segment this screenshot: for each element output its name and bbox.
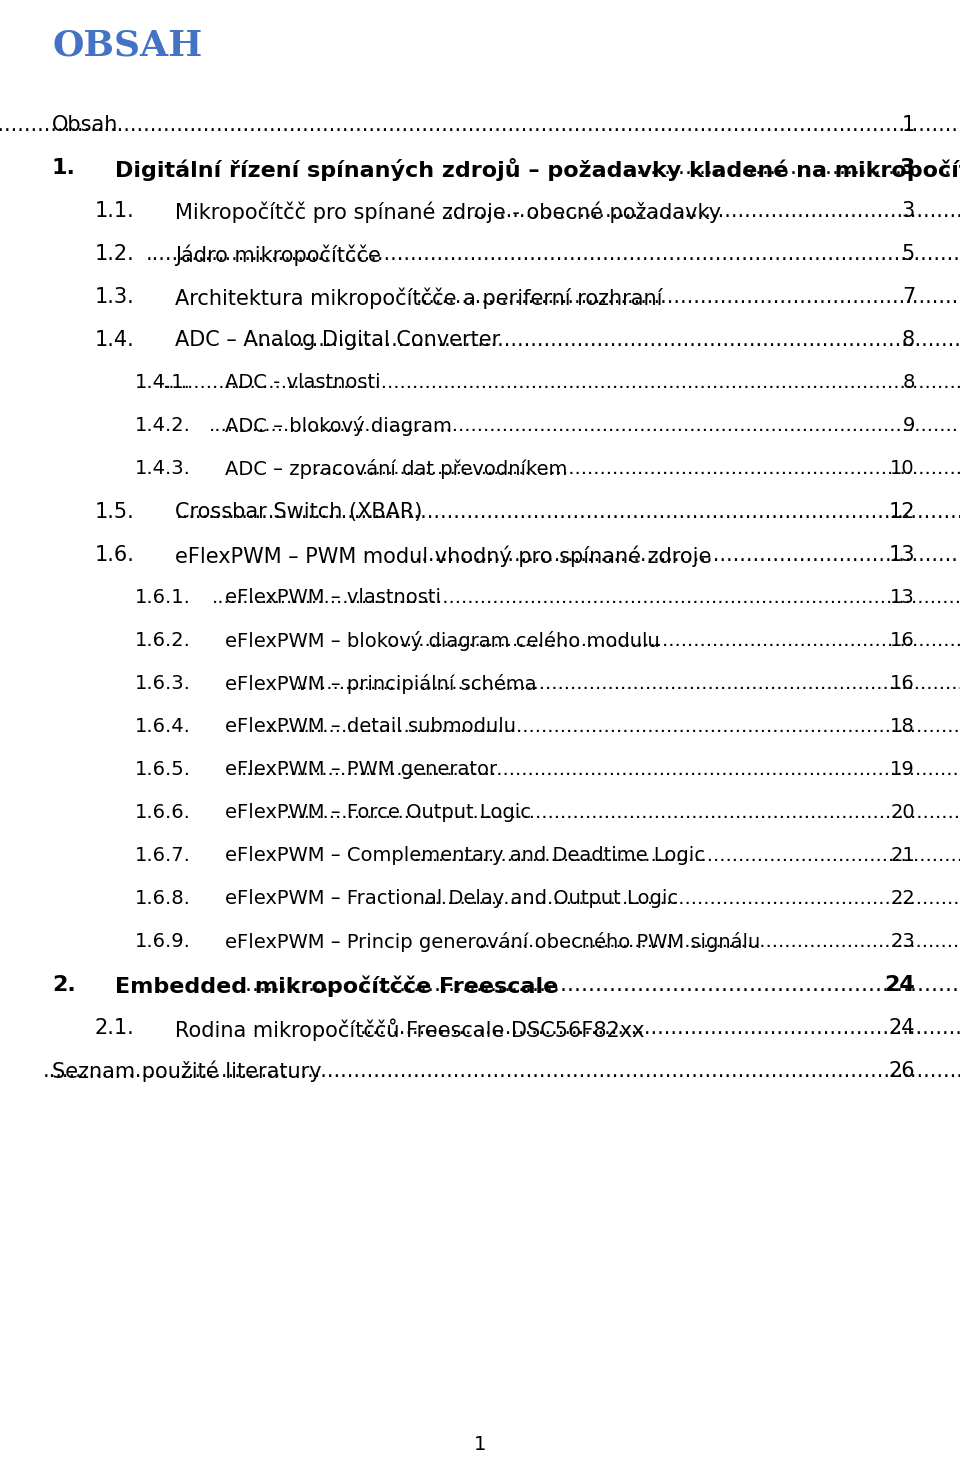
- Text: eFlexPWM – PWM generator: eFlexPWM – PWM generator: [225, 760, 497, 779]
- Text: 24: 24: [884, 975, 915, 995]
- Text: 20: 20: [890, 803, 915, 822]
- Text: ................................................................................: ........................................…: [360, 1019, 960, 1038]
- Text: Digitální řízení spínaných zdrojů – požadavky kladené na mikropočítčž: Digitální řízení spínaných zdrojů – poža…: [115, 157, 960, 181]
- Text: ................................................................................: ........................................…: [286, 803, 960, 822]
- Text: 13: 13: [889, 545, 915, 564]
- Text: 22: 22: [890, 889, 915, 908]
- Text: 24: 24: [889, 1019, 915, 1038]
- Text: 1: 1: [474, 1435, 486, 1454]
- Text: eFlexPWM – Princip generování obecného PWM signálu: eFlexPWM – Princip generování obecného P…: [225, 932, 760, 953]
- Text: 2.1.: 2.1.: [95, 1019, 134, 1038]
- Text: 16: 16: [890, 675, 915, 692]
- Text: Jádro mikropočítčče: Jádro mikropočítčče: [175, 244, 381, 266]
- Text: 8: 8: [901, 329, 915, 350]
- Text: eFlexPWM – detail submodulu: eFlexPWM – detail submodulu: [225, 717, 516, 736]
- Text: ................................................................................: ........................................…: [0, 115, 960, 135]
- Text: ................................................................................: ........................................…: [43, 1061, 960, 1080]
- Text: ................................................................................: ........................................…: [239, 975, 960, 995]
- Text: ................................................................................: ........................................…: [479, 932, 960, 951]
- Text: ................................................................................: ........................................…: [176, 501, 960, 522]
- Text: 18: 18: [890, 717, 915, 736]
- Text: ADC - vlastnosti: ADC - vlastnosti: [225, 373, 380, 392]
- Text: ................................................................................: ........................................…: [208, 416, 960, 435]
- Text: 1.6.7.: 1.6.7.: [135, 847, 191, 864]
- Text: Mikropočítčč pro spínané zdroje - obecné požadavky: Mikropočítčč pro spínané zdroje - obecné…: [175, 201, 721, 222]
- Text: 1.3.: 1.3.: [95, 287, 134, 307]
- Text: ADC – Analog Digital Converter: ADC – Analog Digital Converter: [175, 329, 500, 350]
- Text: 1.6.8.: 1.6.8.: [135, 889, 191, 908]
- Text: 2.: 2.: [52, 975, 76, 995]
- Text: ................................................................................: ........................................…: [409, 545, 960, 564]
- Text: 3: 3: [901, 201, 915, 220]
- Text: 26: 26: [888, 1061, 915, 1080]
- Text: eFlexPWM – vlastnosti: eFlexPWM – vlastnosti: [225, 588, 441, 607]
- Text: 1.4.3.: 1.4.3.: [135, 459, 191, 478]
- Text: 1.2.: 1.2.: [95, 244, 134, 265]
- Text: eFlexPWM – principiální schéma: eFlexPWM – principiální schéma: [225, 675, 537, 694]
- Text: 1.4.1.: 1.4.1.: [135, 373, 191, 392]
- Text: Rodina mikropočítččů Freescale DSC56F82xx: Rodina mikropočítččů Freescale DSC56F82x…: [175, 1019, 644, 1041]
- Text: ................................................................................: ........................................…: [211, 588, 960, 607]
- Text: 1.6.1.: 1.6.1.: [135, 588, 191, 607]
- Text: ................................................................................: ........................................…: [241, 760, 960, 779]
- Text: 1.1.: 1.1.: [95, 201, 134, 220]
- Text: 8: 8: [902, 373, 915, 392]
- Text: ................................................................................: ........................................…: [388, 631, 960, 650]
- Text: 21: 21: [890, 847, 915, 864]
- Text: ................................................................................: ........................................…: [423, 889, 960, 908]
- Text: 1.6.: 1.6.: [95, 545, 134, 564]
- Text: 3: 3: [900, 157, 915, 178]
- Text: ................................................................................: ........................................…: [163, 373, 960, 392]
- Text: 13: 13: [890, 588, 915, 607]
- Text: 1.6.9.: 1.6.9.: [135, 932, 191, 951]
- Text: 12: 12: [889, 501, 915, 522]
- Text: 9: 9: [902, 416, 915, 435]
- Text: ................................................................................: ........................................…: [252, 329, 960, 350]
- Text: OBSAH: OBSAH: [52, 28, 203, 62]
- Text: eFlexPWM – Complementary and Deadtime Logic: eFlexPWM – Complementary and Deadtime Lo…: [225, 847, 705, 864]
- Text: ................................................................................: ........................................…: [313, 459, 960, 478]
- Text: .................................................: ........................................…: [622, 157, 960, 178]
- Text: 1.6.5.: 1.6.5.: [135, 760, 191, 779]
- Text: eFlexPWM – Force Output Logic: eFlexPWM – Force Output Logic: [225, 803, 531, 822]
- Text: ................................................................................: ........................................…: [296, 675, 960, 692]
- Text: 5: 5: [901, 244, 915, 265]
- Text: ................................................................................: ........................................…: [416, 287, 960, 307]
- Text: ................................................................................: ........................................…: [267, 717, 960, 736]
- Text: 16: 16: [890, 631, 915, 650]
- Text: 7: 7: [901, 287, 915, 307]
- Text: Seznam použité literatury: Seznam použité literatury: [52, 1061, 322, 1082]
- Text: Obsah: Obsah: [52, 115, 118, 135]
- Text: 23: 23: [890, 932, 915, 951]
- Text: 19: 19: [890, 760, 915, 779]
- Text: eFlexPWM – Fractional Delay and Output Logic: eFlexPWM – Fractional Delay and Output L…: [225, 889, 678, 908]
- Text: 1.4.2.: 1.4.2.: [135, 416, 191, 435]
- Text: Architektura mikropočítčče a periferní rozhraní: Architektura mikropočítčče a periferní r…: [175, 287, 662, 309]
- Text: 1.6.2.: 1.6.2.: [135, 631, 191, 650]
- Text: 1.4.: 1.4.: [95, 329, 134, 350]
- Text: Crossbar Switch (XBAR): Crossbar Switch (XBAR): [175, 501, 422, 522]
- Text: 1.5.: 1.5.: [95, 501, 134, 522]
- Text: ................................................................................: ........................................…: [447, 201, 960, 220]
- Text: 1.6.6.: 1.6.6.: [135, 803, 191, 822]
- Text: 1.6.3.: 1.6.3.: [135, 675, 191, 692]
- Text: eFlexPWM – blokový diagram celého modulu: eFlexPWM – blokový diagram celého modulu: [225, 631, 660, 651]
- Text: ADC – blokový diagram: ADC – blokový diagram: [225, 416, 452, 437]
- Text: 1.6.4.: 1.6.4.: [135, 717, 191, 736]
- Text: 1: 1: [901, 115, 915, 135]
- Text: ADC – zpracování dat převodníkem: ADC – zpracování dat převodníkem: [225, 459, 567, 479]
- Text: eFlexPWM – PWM modul vhodný pro spínané zdroje: eFlexPWM – PWM modul vhodný pro spínané …: [175, 545, 711, 566]
- Text: Embedded mikropočítčče Freescale: Embedded mikropočítčče Freescale: [115, 975, 559, 997]
- Text: 1.: 1.: [52, 157, 76, 178]
- Text: ................................................................................: ........................................…: [145, 244, 960, 265]
- Text: ................................................................................: ........................................…: [414, 847, 960, 864]
- Text: 10: 10: [890, 459, 915, 478]
